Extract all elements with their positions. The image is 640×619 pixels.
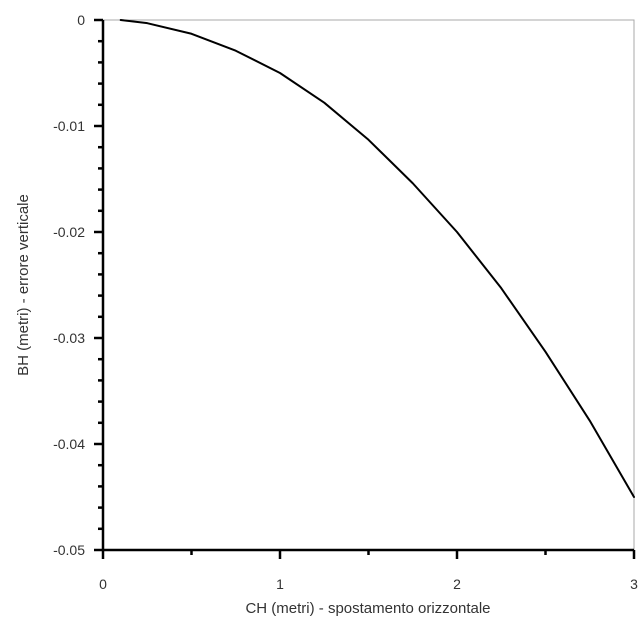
x-tick-label: 3 — [630, 576, 638, 592]
y-tick-label: -0.05 — [53, 542, 85, 558]
y-tick-label: -0.02 — [53, 224, 85, 240]
y-tick-label: 0 — [77, 12, 85, 28]
plot-frame — [102, 19, 635, 551]
ticks — [94, 18, 636, 559]
tick-labels: 0 -0.01 -0.02 -0.03 -0.04 -0.05 0 1 2 3 — [53, 12, 638, 592]
y-tick-label: -0.04 — [53, 436, 85, 452]
x-tick-label: 1 — [276, 576, 284, 592]
y-axis-title: BH (metri) - errore verticale — [15, 194, 32, 376]
x-tick-label: 2 — [453, 576, 461, 592]
y-tick-label: -0.01 — [53, 118, 85, 134]
x-tick-label: 0 — [99, 576, 107, 592]
series-line — [119, 19, 635, 498]
y-tick-label: -0.03 — [53, 330, 85, 346]
axes — [101, 20, 634, 552]
x-axis-title: CH (metri) - spostamento orizzontale — [245, 600, 490, 617]
series-layer — [119, 19, 635, 498]
